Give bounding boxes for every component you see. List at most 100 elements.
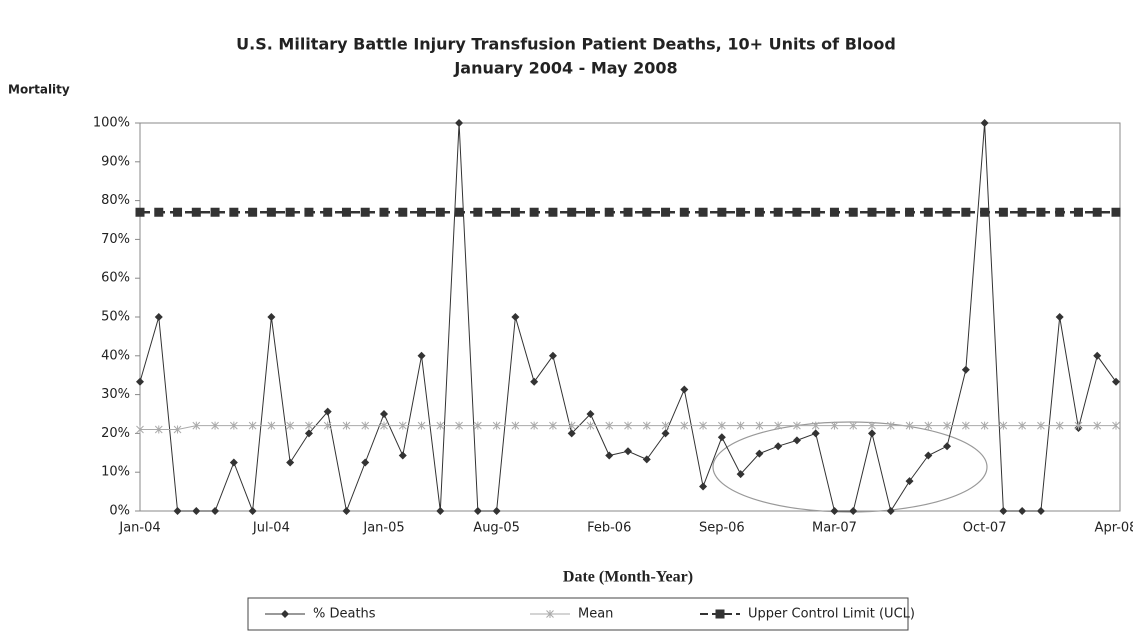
data-point	[530, 377, 539, 386]
x-tick-label: Aug-05	[473, 521, 520, 536]
y-tick-label: 30%	[101, 387, 130, 402]
data-point	[624, 421, 632, 430]
data-point	[398, 207, 408, 217]
data-point	[811, 429, 820, 438]
data-point	[154, 313, 163, 321]
data-point	[1018, 421, 1027, 430]
data-point	[623, 207, 633, 217]
data-point	[604, 207, 614, 217]
data-point	[793, 421, 801, 430]
data-point	[398, 451, 407, 460]
data-point	[266, 207, 276, 217]
data-point	[548, 207, 558, 217]
data-point	[848, 207, 858, 217]
data-point	[229, 207, 239, 217]
data-point	[661, 207, 671, 217]
data-point	[774, 421, 783, 430]
data-point	[849, 421, 858, 430]
chart-subtitle: January 2004 - May 2008	[453, 59, 677, 78]
data-point	[473, 507, 482, 515]
data-point	[1112, 377, 1120, 386]
data-point	[154, 207, 164, 217]
data-point	[173, 207, 183, 217]
data-point	[999, 421, 1008, 430]
y-tick-label: 10%	[101, 465, 130, 480]
data-point	[267, 313, 276, 321]
data-point	[454, 207, 464, 217]
data-point	[567, 421, 576, 430]
legend-label: Upper Control Limit (UCL)	[748, 607, 915, 622]
legend	[247, 597, 909, 631]
data-point	[736, 470, 745, 479]
data-point	[529, 207, 539, 217]
data-point	[905, 421, 914, 430]
data-point	[473, 421, 482, 430]
data-point	[342, 421, 351, 430]
data-point	[586, 421, 595, 430]
data-point	[1111, 207, 1121, 217]
x-tick-label: Feb-06	[587, 521, 631, 536]
data-point	[679, 207, 689, 217]
data-point	[191, 207, 201, 217]
legend-marker	[281, 610, 289, 618]
x-tick-label: Apr-08	[1095, 521, 1133, 536]
data-point	[905, 207, 915, 217]
data-point	[435, 207, 445, 217]
y-tick-label: 20%	[101, 426, 130, 441]
data-point	[323, 421, 332, 430]
y-tick-label: 90%	[101, 154, 130, 169]
data-point	[586, 410, 595, 418]
data-point	[961, 421, 970, 430]
data-point	[642, 455, 651, 464]
data-point	[717, 207, 727, 217]
data-point	[417, 351, 426, 360]
data-point	[361, 458, 370, 467]
data-point	[1018, 507, 1027, 515]
data-point	[1112, 421, 1120, 430]
data-point	[829, 207, 839, 217]
data-point	[699, 482, 708, 491]
data-point	[380, 410, 388, 418]
data-point	[811, 421, 820, 430]
data-point	[1017, 207, 1027, 217]
data-point	[717, 433, 726, 442]
data-point	[360, 207, 370, 217]
data-point	[811, 207, 821, 217]
data-point	[304, 207, 314, 217]
data-point	[849, 507, 858, 515]
data-point	[136, 377, 144, 386]
data-point	[1055, 207, 1065, 217]
data-point	[342, 507, 351, 515]
highlight-ellipse	[712, 421, 988, 513]
data-point	[1036, 207, 1046, 217]
data-point	[1093, 351, 1102, 360]
data-point	[886, 421, 895, 430]
data-point	[642, 207, 652, 217]
data-point	[192, 507, 201, 515]
x-axis-label: Date (Month-Year)	[563, 569, 693, 586]
data-point	[661, 421, 670, 430]
data-point	[905, 477, 914, 486]
data-point	[755, 449, 764, 458]
data-point	[1037, 421, 1045, 430]
data-point	[1074, 421, 1083, 430]
data-point	[624, 447, 632, 456]
data-point	[304, 429, 313, 438]
data-point	[830, 421, 839, 430]
data-point	[605, 421, 614, 430]
data-point	[699, 421, 707, 430]
data-point	[229, 458, 238, 467]
data-point	[548, 351, 557, 360]
data-point	[980, 119, 989, 127]
data-point	[774, 442, 783, 451]
data-point	[943, 442, 952, 451]
data-point	[192, 421, 201, 430]
data-point	[736, 207, 746, 217]
data-point	[248, 507, 257, 515]
y-tick-label: 60%	[101, 271, 130, 286]
data-point	[1092, 207, 1102, 217]
data-point	[417, 207, 427, 217]
data-point	[154, 425, 163, 434]
data-point	[436, 507, 445, 515]
data-point	[210, 207, 220, 217]
